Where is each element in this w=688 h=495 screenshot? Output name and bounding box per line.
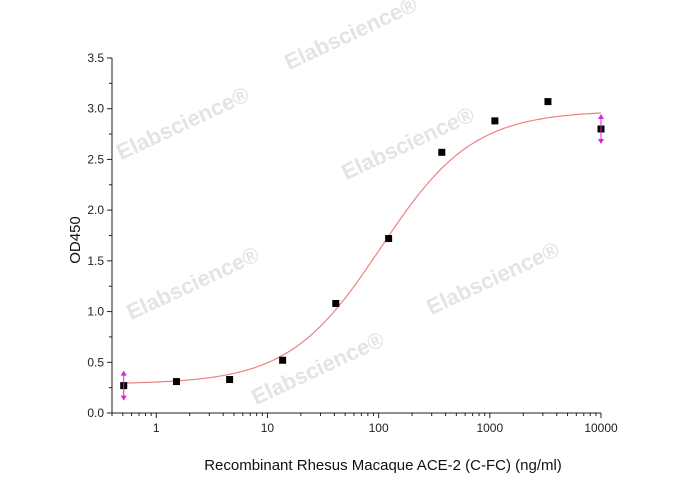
watermark-text: Elabscience® (338, 102, 479, 185)
data-point (279, 356, 287, 364)
y-tick-label: 1.0 (87, 305, 104, 319)
chart-frame: Elabscience® Elabscience® Elabscience® Elab… (36, 0, 652, 490)
data-point (385, 235, 393, 243)
edge-marker-arrow-down (598, 139, 604, 144)
edge-markers (120, 114, 604, 401)
y-tick-label: 1.5 (87, 254, 104, 268)
edge-marker-arrow-down (120, 395, 127, 401)
fit-curve-group (123, 112, 602, 384)
axes: 0.0 0.5 1.0 1.5 2.0 2.5 3.0 3.5 1 10 100 1000 10000 (87, 51, 618, 435)
watermark-text: Elabscience® (423, 237, 564, 320)
y-tick-label: 3.0 (87, 102, 104, 116)
y-axis-label: OD450 (67, 216, 84, 264)
y-tick-label: 0.5 (87, 355, 104, 369)
data-point (172, 378, 180, 386)
watermark-text: Elabscience® (248, 327, 389, 410)
data-point (332, 299, 340, 307)
edge-marker-arrow-up (598, 114, 604, 119)
y-tick-label: 2.0 (87, 203, 104, 217)
x-tick-label: 1000 (476, 421, 503, 435)
edge-marker-arrow-up (120, 370, 127, 376)
data-point (491, 117, 499, 125)
watermark-text: Elabscience® (113, 82, 254, 165)
x-axis-label: Recombinant Rhesus Macaque ACE-2 (C-FC) … (204, 457, 562, 474)
data-point (226, 376, 234, 384)
watermarks: Elabscience®Elabscience® Elabscience®Elab… (113, 0, 564, 410)
data-point (544, 98, 552, 106)
data-point (438, 148, 446, 156)
x-tick-label: 100 (369, 421, 389, 435)
x-tick-label: 10000 (584, 421, 618, 435)
chart: Elabscience®Elabscience® Elabscience®Elab… (67, 0, 618, 474)
x-tick-label: 10 (261, 421, 275, 435)
y-tick-label: 2.5 (87, 152, 104, 166)
watermark-text: Elabscience® (123, 242, 264, 325)
y-tick-label: 3.5 (87, 51, 104, 65)
x-tick-label: 1 (153, 421, 160, 435)
y-tick-label: 0.0 (87, 406, 104, 420)
fit-curve (123, 112, 602, 384)
watermark-text: Elabscience® (281, 0, 422, 75)
